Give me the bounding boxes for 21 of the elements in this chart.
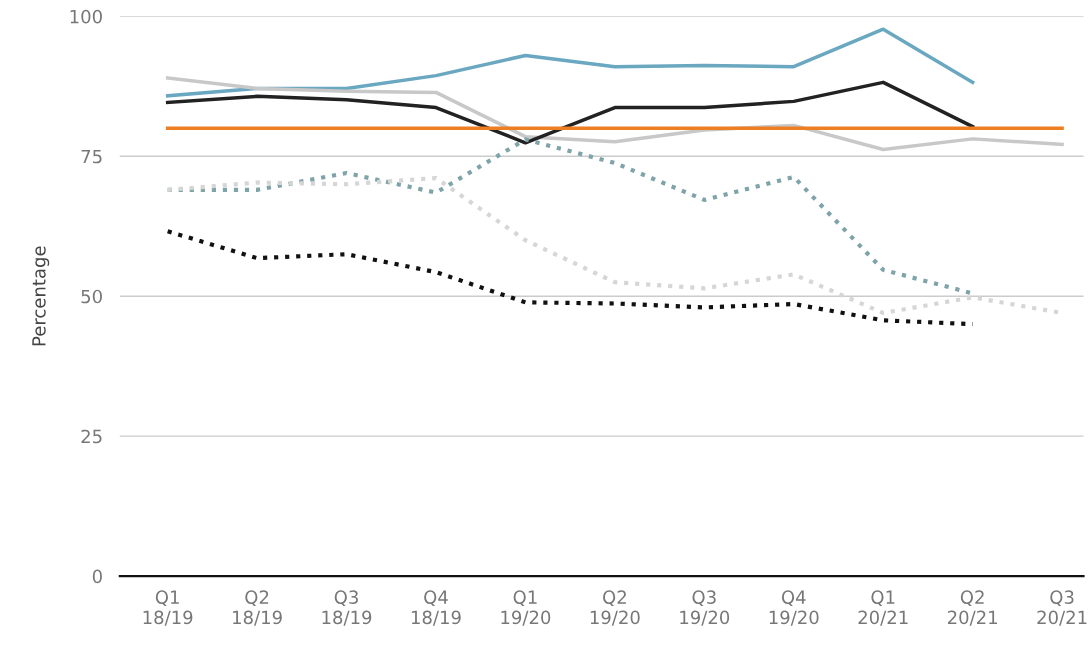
x-tick-label: Q4 18/19 <box>411 590 461 626</box>
line-series <box>165 229 975 327</box>
y-tick-label: 25 <box>81 429 102 444</box>
x-tick-label: Q4 19/20 <box>769 590 819 626</box>
x-tick-label: Q3 18/19 <box>322 590 372 626</box>
x-tick-label: Q2 20/21 <box>947 590 997 626</box>
x-tick-label: Q2 18/19 <box>233 590 282 626</box>
x-tick-label: Q3 20/21 <box>1037 590 1087 626</box>
x-tick-label: Q1 19/20 <box>501 590 551 626</box>
y-tick-label: 0 <box>92 569 102 584</box>
y-tick-label: 50 <box>81 289 102 304</box>
line-series <box>165 27 975 98</box>
x-tick-label: Q1 18/19 <box>143 590 193 626</box>
x-tick-label: Q3 19/20 <box>680 590 730 626</box>
x-tick-label: Q1 20/21 <box>858 590 908 626</box>
line-series <box>165 76 1064 152</box>
y-axis-title: Percentage <box>32 246 50 346</box>
y-tick-label: 100 <box>70 9 102 24</box>
y-tick-label: 75 <box>81 149 102 164</box>
x-tick-label: Q2 19/20 <box>590 590 640 626</box>
line-series <box>165 80 975 145</box>
